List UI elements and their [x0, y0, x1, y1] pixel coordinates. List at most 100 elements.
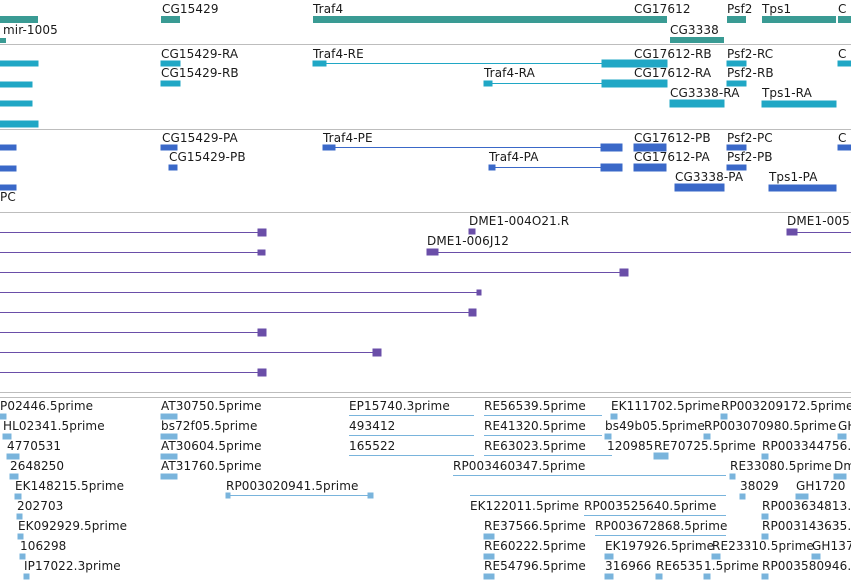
est-label[interactable]: EK092929.5prime	[18, 519, 128, 533]
est-label[interactable]: RE70725.5prime	[654, 439, 756, 453]
est-label[interactable]: 316966	[605, 559, 652, 573]
est-label[interactable]: RE37566.5prime	[484, 519, 586, 533]
est-label[interactable]: RE6535	[656, 559, 704, 573]
est-label[interactable]: AT31760.5prime	[161, 459, 262, 473]
est-label[interactable]: 2648250	[10, 459, 65, 473]
est-label[interactable]: EP15740.3prime	[349, 399, 450, 413]
est-label[interactable]: RP003020941.5prime	[226, 479, 359, 493]
protein-label[interactable]: Psf2-PC	[727, 131, 773, 145]
protein-feature	[837, 144, 851, 151]
protein-label[interactable]: CG17612-PB	[634, 131, 711, 145]
gene-label[interactable]: C	[838, 2, 847, 16]
protein-label[interactable]: PC	[0, 190, 16, 204]
transcript-label[interactable]: CG17612-RA	[634, 66, 712, 80]
protein-label[interactable]: Traf4-PA	[489, 150, 539, 164]
protein-label[interactable]: CG15429-PA	[162, 131, 238, 145]
gene-feature[interactable]	[670, 37, 724, 43]
protein-label[interactable]: C	[838, 131, 847, 145]
est-label[interactable]: RP003634813.	[762, 499, 851, 513]
transcript-label[interactable]: Psf2-RB	[727, 66, 774, 80]
est-label[interactable]: RE60222.5prime	[484, 539, 586, 553]
gene-feature[interactable]	[727, 16, 746, 23]
alignment-label[interactable]: DME1-005	[787, 214, 850, 228]
est-label[interactable]: bs72f05.5prime	[161, 419, 258, 433]
alignment-label[interactable]: DME1-004O21.R	[469, 214, 570, 228]
transcript-label[interactable]: Psf2-RC	[727, 47, 774, 61]
transcript-label[interactable]: CG15429-RA	[161, 47, 239, 61]
protein-label[interactable]: CG15429-PB	[169, 150, 246, 164]
est-label[interactable]: EK122011.5prime	[470, 499, 580, 513]
alignment-glyphs	[0, 228, 851, 377]
est-label[interactable]: EK111702.5prime	[611, 399, 721, 413]
protein-glyphs	[0, 143, 851, 192]
est-label[interactable]: RP003070980.5prime	[704, 419, 837, 433]
est-label[interactable]: 120985	[607, 439, 654, 453]
est-label[interactable]: RE56539.5prime	[484, 399, 586, 413]
est-label[interactable]: IP17022.3prime	[24, 559, 121, 573]
est-label[interactable]: RE54796.5prime	[484, 559, 586, 573]
est-label[interactable]: EK148215.5prime	[15, 479, 125, 493]
transcript-label[interactable]: CG15429-RB	[161, 66, 239, 80]
est-label[interactable]: 106298	[20, 539, 67, 553]
est-feature	[720, 413, 728, 420]
est-label[interactable]: Dm	[834, 459, 851, 473]
protein-label[interactable]: Tps1-PA	[769, 170, 818, 184]
est-label[interactable]: GH137	[812, 539, 851, 553]
est-label[interactable]: HL02341.5prime	[3, 419, 105, 433]
gene-feature[interactable]	[762, 16, 836, 23]
est-label[interactable]: AT30604.5prime	[161, 439, 262, 453]
alignment-block	[468, 308, 477, 317]
est-label[interactable]: RP003672868.5prime	[595, 519, 728, 533]
est-label[interactable]: 4770531	[7, 439, 62, 453]
est-label[interactable]: RP003580946.	[762, 559, 851, 573]
est-label[interactable]: GH	[838, 419, 851, 433]
est-label[interactable]: RP003525640.5prime	[584, 499, 717, 513]
gene-label[interactable]: Tps1	[762, 2, 792, 16]
est-label[interactable]: RE41320.5prime	[484, 419, 586, 433]
est-label[interactable]: RP003143635.	[762, 519, 851, 533]
est-label[interactable]: RE23310.5prime	[712, 539, 814, 553]
est-label[interactable]: bs49b05.5prime	[605, 419, 705, 433]
est-label[interactable]: 1.5prime	[704, 559, 759, 573]
est-label[interactable]: RP003344756.	[762, 439, 851, 453]
gene-label[interactable]: Traf4	[313, 2, 344, 16]
transcript-label[interactable]: CG3338-RA	[670, 86, 740, 100]
est-label[interactable]: AT30750.5prime	[161, 399, 262, 413]
transcript-label[interactable]: C	[838, 47, 847, 61]
est-label[interactable]: GH1720	[796, 479, 846, 493]
est-label[interactable]: 165522	[349, 439, 396, 453]
est-label[interactable]: 493412	[349, 419, 396, 433]
gene-label[interactable]: CG3338	[670, 23, 719, 37]
est-label[interactable]: 38029	[740, 479, 779, 493]
gene-label[interactable]: CG15429	[162, 2, 219, 16]
gene-feature[interactable]	[838, 16, 851, 23]
gene-feature[interactable]	[0, 16, 38, 23]
est-label[interactable]: P02446.5prime	[0, 399, 94, 413]
gene-feature[interactable]	[161, 16, 180, 23]
est-label[interactable]: RE63023.5prime	[484, 439, 586, 453]
est-label[interactable]: RP003209172.5prime	[721, 399, 851, 413]
est-label[interactable]: RE33080.5prime	[730, 459, 832, 473]
est-feature	[761, 513, 769, 520]
protein-label[interactable]: Psf2-PB	[727, 150, 773, 164]
est-label[interactable]: 202703	[17, 499, 64, 513]
est-label[interactable]: RP003460347.5prime	[453, 459, 586, 473]
protein-feature	[0, 184, 17, 191]
gene-label[interactable]: mir-1005	[3, 23, 58, 37]
transcript-label[interactable]: Tps1-RA	[762, 86, 812, 100]
alignment-block	[426, 248, 439, 256]
alignment-label[interactable]: DME1-006J12	[427, 234, 509, 248]
est-label[interactable]: EK197926.5prime	[605, 539, 715, 553]
protein-label[interactable]: Traf4-PE	[323, 131, 373, 145]
transcript-label[interactable]: CG17612-RB	[634, 47, 712, 61]
gene-feature[interactable]	[0, 38, 6, 43]
est-feature	[604, 573, 614, 580]
gene-feature[interactable]	[634, 16, 667, 23]
gene-label[interactable]: Psf2	[727, 2, 753, 16]
protein-label[interactable]: CG3338-PA	[675, 170, 744, 184]
gene-feature[interactable]	[313, 16, 641, 23]
gene-label[interactable]: CG17612	[634, 2, 691, 16]
protein-label[interactable]: CG17612-PA	[634, 150, 710, 164]
transcript-label[interactable]: Traf4-RE	[313, 47, 364, 61]
transcript-label[interactable]: Traf4-RA	[484, 66, 535, 80]
